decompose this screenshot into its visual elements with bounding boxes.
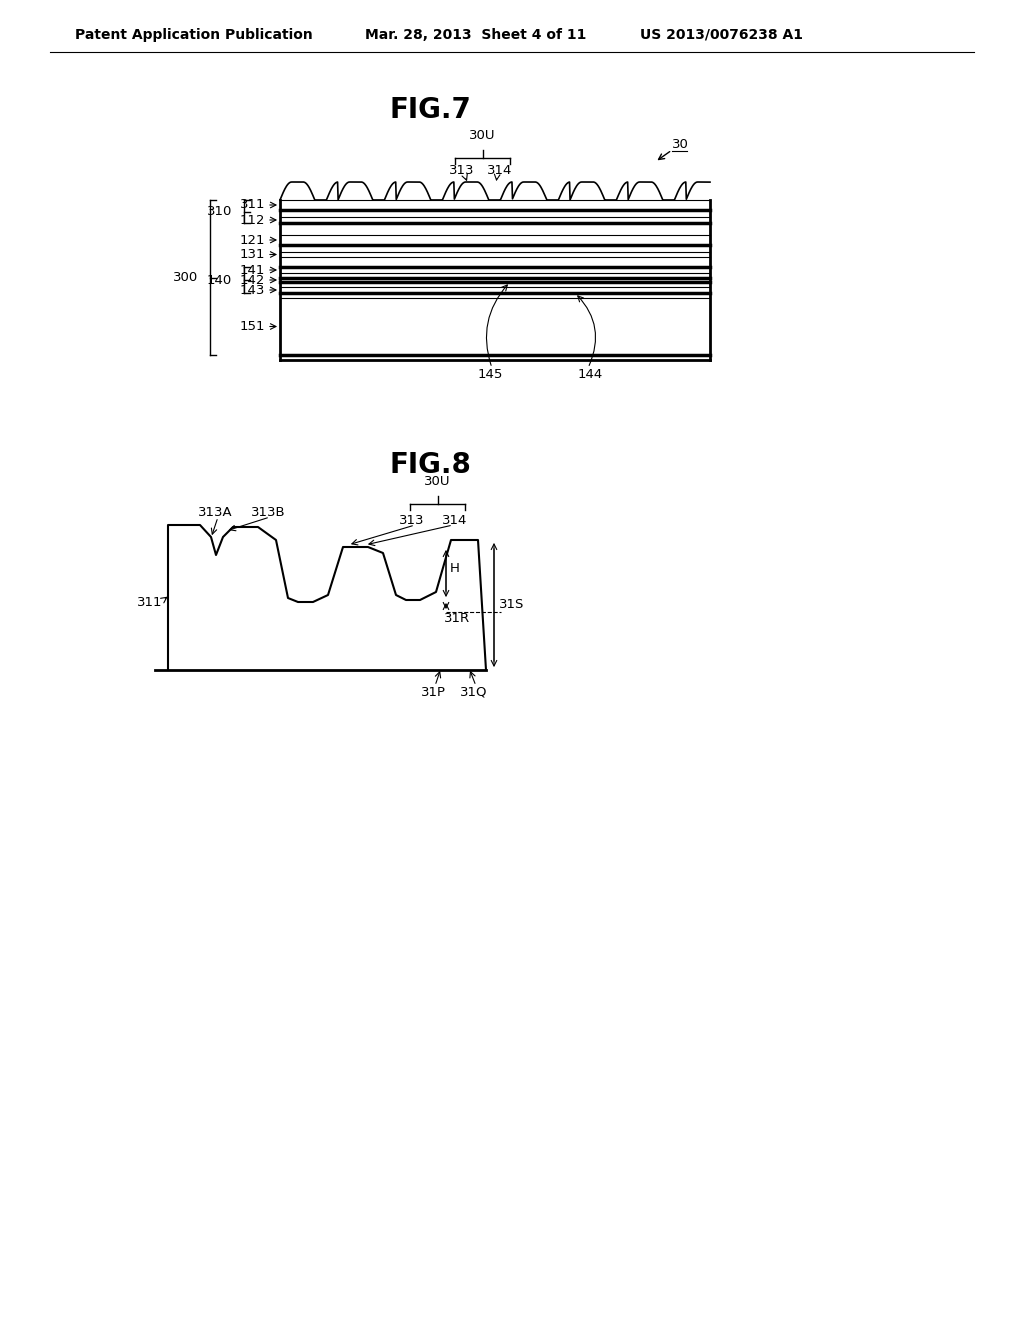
Text: 311: 311 [136,595,162,609]
Text: 31R: 31R [444,611,470,624]
Text: 145: 145 [477,368,503,381]
Text: 141: 141 [240,264,265,276]
Text: 131: 131 [240,248,265,261]
Text: H: H [450,562,460,576]
Text: FIG.8: FIG.8 [389,451,471,479]
Text: 313B: 313B [251,506,286,519]
Text: 30U: 30U [469,129,496,143]
Text: 30U: 30U [424,475,451,488]
Text: 30: 30 [672,139,689,152]
Text: Mar. 28, 2013  Sheet 4 of 11: Mar. 28, 2013 Sheet 4 of 11 [365,28,587,42]
Text: 313: 313 [450,164,475,177]
Text: 143: 143 [240,284,265,297]
Text: 311: 311 [240,198,265,211]
Text: US 2013/0076238 A1: US 2013/0076238 A1 [640,28,803,42]
Text: Patent Application Publication: Patent Application Publication [75,28,312,42]
Text: 313A: 313A [198,506,232,519]
Text: 151: 151 [240,319,265,333]
Text: 31S: 31S [499,598,524,611]
Text: 310: 310 [207,205,232,218]
Text: 112: 112 [240,214,265,227]
Text: 314: 314 [487,164,513,177]
Text: 140: 140 [207,273,232,286]
Text: 144: 144 [578,368,603,381]
Text: FIG.7: FIG.7 [389,96,471,124]
Text: 313: 313 [399,513,425,527]
Text: 121: 121 [240,234,265,247]
Text: 142: 142 [240,273,265,286]
Text: 300: 300 [173,271,198,284]
Text: 31P: 31P [421,685,445,698]
Text: 314: 314 [442,513,468,527]
Text: 31Q: 31Q [460,685,487,698]
